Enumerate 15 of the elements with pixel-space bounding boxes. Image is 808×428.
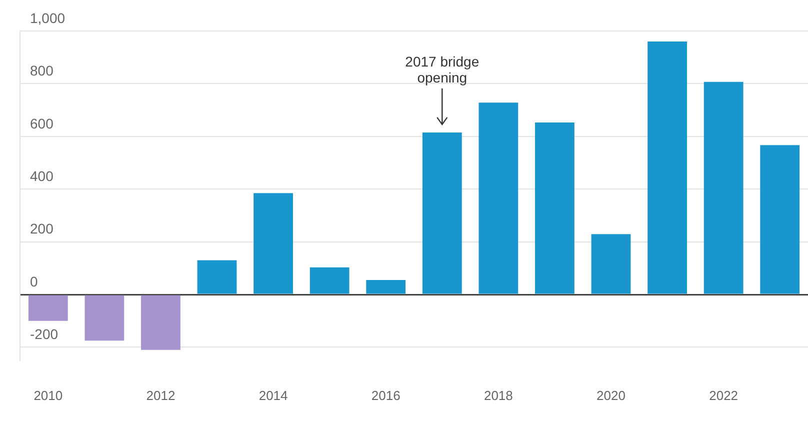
x-tick-label: 2022 bbox=[709, 388, 738, 403]
x-tick-label: 2020 bbox=[596, 388, 626, 403]
y-tick-label: 800 bbox=[30, 62, 54, 79]
y-tick-label: 200 bbox=[30, 220, 54, 237]
x-tick-label: 2012 bbox=[146, 388, 176, 403]
y-tick-label: 400 bbox=[30, 168, 54, 184]
y-tick-label: -200 bbox=[30, 326, 58, 342]
y-tick-label: 1,000 bbox=[30, 10, 66, 26]
x-tick-label: 2018 bbox=[484, 388, 513, 403]
x-tick-label: 2010 bbox=[34, 388, 63, 403]
x-tick-label: 2014 bbox=[258, 388, 288, 403]
y-tick-label: 0 bbox=[30, 273, 38, 290]
x-tick-label: 2016 bbox=[371, 388, 400, 403]
annotation: 2017 bridge opening bbox=[405, 53, 480, 86]
y-tick-label: 600 bbox=[30, 115, 54, 132]
